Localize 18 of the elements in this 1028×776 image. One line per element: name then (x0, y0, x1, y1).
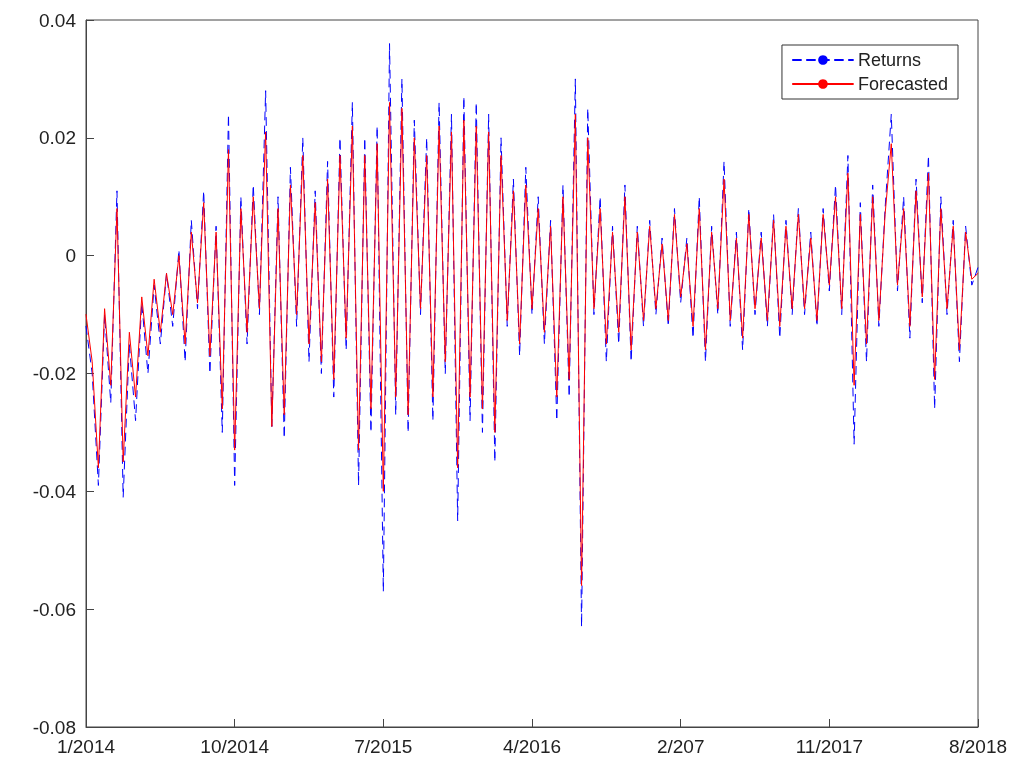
y-tick-label: 0 (65, 245, 76, 267)
legend-label: Returns (857, 50, 921, 70)
line-series (85, 101, 979, 587)
x-tick-label: 8/2018 (948, 736, 1008, 757)
line-series (85, 43, 979, 628)
x-tick-label: 11/2017 (795, 736, 863, 757)
y-tick-label: 0.02 (39, 127, 76, 149)
x-tick-label: 2/207 (656, 736, 705, 757)
y-tick-label: -0.06 (32, 598, 76, 620)
x-tick-label: 7/2015 (354, 736, 413, 757)
x-tick-label: 4/2016 (502, 736, 562, 757)
x-tick-label: 10/2014 (200, 736, 270, 757)
y-tick-label: -0.08 (32, 716, 76, 738)
y-tick-label: -0.02 (32, 363, 76, 384)
y-tick-label: 0.04 (39, 9, 77, 31)
x-tick-label: 1/2014 (56, 736, 116, 757)
y-tick-label: -0.04 (32, 480, 77, 502)
legend-label: Forecasted (857, 74, 948, 94)
